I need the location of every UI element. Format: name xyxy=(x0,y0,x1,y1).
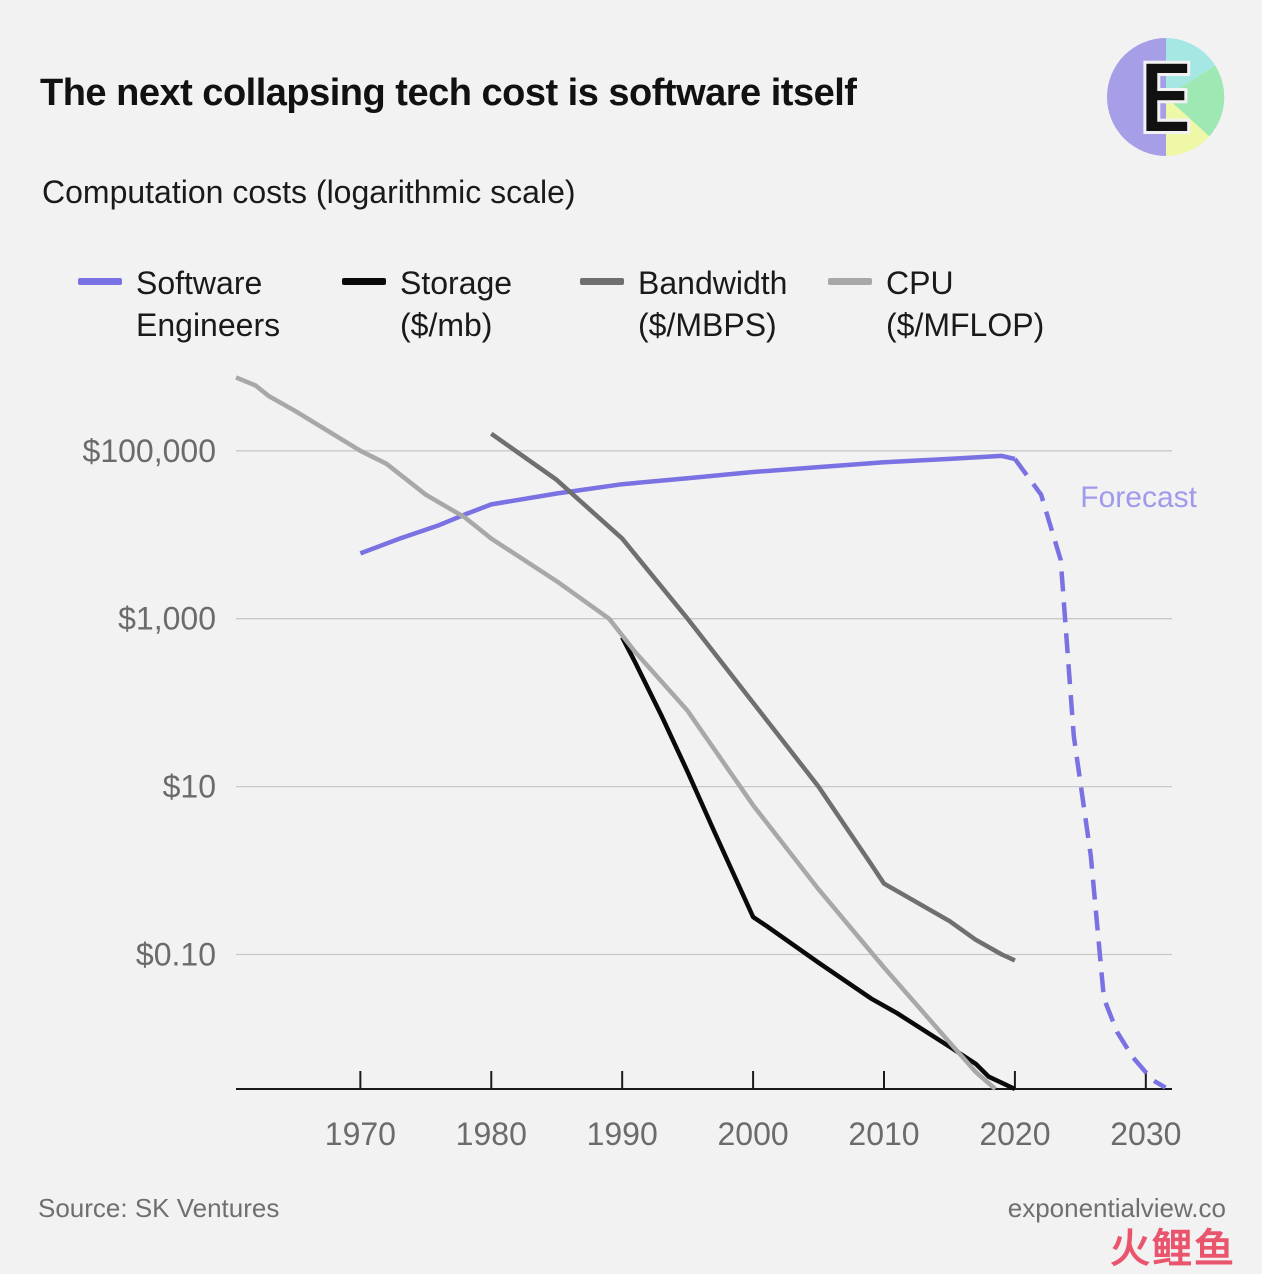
legend-swatch xyxy=(78,278,122,285)
source-note: Source: SK Ventures xyxy=(38,1193,280,1223)
series-line-storage xyxy=(620,636,1016,1092)
y-tick-label: $100,000 xyxy=(83,433,216,469)
series-line-bandwidth xyxy=(490,431,1016,963)
x-tick-label: 2000 xyxy=(717,1116,788,1152)
x-tick-label: 1970 xyxy=(325,1116,396,1152)
legend-swatch xyxy=(828,278,872,285)
x-tick-label: 2020 xyxy=(979,1116,1050,1152)
legend-swatch xyxy=(580,278,624,285)
legend-label: Software Engineers xyxy=(136,262,280,346)
legend-label: Storage ($/mb) xyxy=(400,262,512,346)
legend-label-line: CPU xyxy=(886,265,954,301)
chart-subtitle: Computation costs (logarithmic scale) xyxy=(42,174,576,210)
x-tick-label: 2010 xyxy=(848,1116,919,1152)
legend-label-line: Engineers xyxy=(136,307,281,343)
x-tick-label: 2030 xyxy=(1110,1116,1181,1152)
legend-label: Bandwidth ($/MBPS) xyxy=(638,262,787,346)
x-tick-label: 1990 xyxy=(587,1116,658,1152)
legend-label-line: ($/MFLOP) xyxy=(886,307,1045,343)
y-tick-label: $10 xyxy=(163,769,216,805)
legend-label-line: ($/mb) xyxy=(400,307,493,343)
legend-label-line: ($/MBPS) xyxy=(638,307,777,343)
site-url: exponentialview.co xyxy=(1007,1193,1226,1223)
forecast-annotation: Forecast xyxy=(1080,481,1197,514)
legend-label: CPU ($/MFLOP) xyxy=(886,262,1044,346)
y-tick-label: $1,000 xyxy=(118,601,216,637)
legend-swatch xyxy=(342,278,386,285)
chart-title: The next collapsing tech cost is softwar… xyxy=(40,72,857,114)
legend-label-line: Software xyxy=(136,265,263,301)
logo-letter: E xyxy=(1137,43,1195,155)
series-line-cpu xyxy=(235,375,997,1091)
watermark: 火鲤鱼 xyxy=(1110,1226,1236,1272)
series-line-software-engineers-forecast xyxy=(1013,457,1167,1090)
legend-label-line: Bandwidth xyxy=(638,265,788,301)
exponential-view-logo: E xyxy=(1107,38,1225,156)
x-tick-label: 1980 xyxy=(456,1116,527,1152)
y-tick-label: $0.10 xyxy=(136,937,216,973)
series-line-software-engineers xyxy=(359,453,1016,556)
legend-label-line: Storage xyxy=(400,265,513,301)
